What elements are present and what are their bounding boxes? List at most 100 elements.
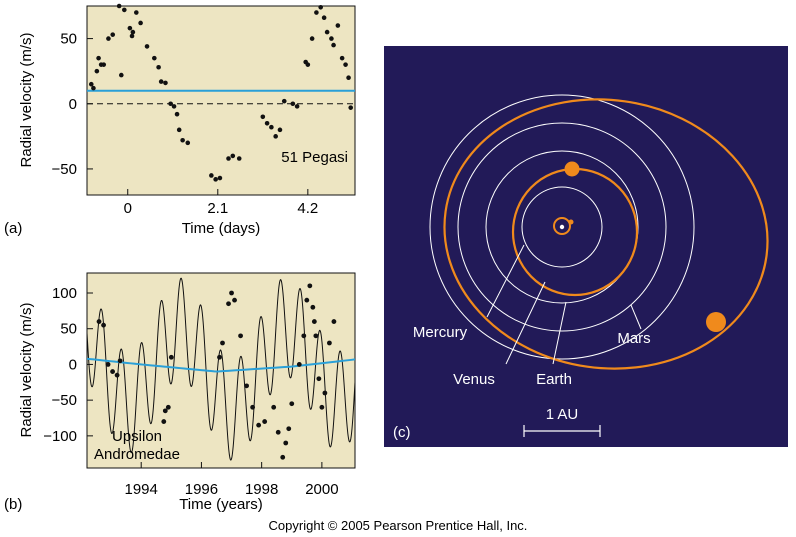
data-point-a (281, 98, 287, 104)
trend-line-b (87, 357, 355, 373)
planet-c (564, 161, 580, 177)
data-point-b (220, 340, 225, 346)
data-point-a (343, 62, 348, 67)
y-tick-label-a: 0 (69, 96, 77, 113)
data-point-a (339, 55, 345, 61)
data-point-b (101, 322, 106, 328)
data-point-b (232, 297, 237, 303)
x-tick-label-b: 1994 (125, 481, 158, 498)
data-points-a (88, 3, 354, 182)
y-tick-label-b: −50 (52, 392, 77, 409)
venus-leader (505, 281, 546, 365)
data-point-b (229, 290, 234, 296)
y-tick-label-a: 50 (60, 31, 77, 48)
data-point-b (289, 401, 295, 407)
data-point-b (114, 372, 120, 378)
x-tick-label-a: 2.1 (207, 200, 228, 217)
data-point-a (94, 68, 100, 74)
planet-b (568, 219, 574, 225)
data-point-b (327, 340, 332, 346)
data-point-b (165, 404, 171, 410)
data-point-a (324, 29, 330, 35)
x-ticks-a: 0 2.1 4.2 (124, 189, 318, 217)
x-tick-label-a: 0 (124, 200, 132, 217)
y-ticks-b: −100 −50 0 50 100 (43, 285, 93, 445)
mars-orbit (429, 94, 695, 360)
data-point-a (236, 156, 242, 161)
data-point-a (110, 32, 116, 37)
data-point-a (331, 42, 336, 48)
data-point-b (283, 440, 289, 446)
data-point-b (313, 333, 319, 339)
data-point-a (119, 72, 124, 78)
data-point-a (96, 55, 101, 61)
data-point-b (316, 376, 322, 382)
data-point-a (346, 75, 351, 80)
data-point-b (162, 408, 168, 414)
data-point-b (168, 354, 174, 360)
data-point-b (262, 419, 268, 424)
data-point-a (226, 156, 231, 161)
x-tick-label-a: 4.2 (297, 200, 318, 217)
data-point-a (129, 33, 135, 39)
space-background (384, 46, 788, 447)
data-point-a (217, 175, 223, 181)
data-point-b (319, 404, 325, 410)
data-point-b (304, 297, 310, 303)
data-point-b (296, 362, 302, 367)
data-point-b (226, 301, 231, 307)
panel-a: −50 0 50 0 2.1 4.2 51 Pegasi Time (days) Rad… (4, 3, 356, 237)
data-point-a (116, 3, 122, 9)
data-point-b (256, 422, 262, 428)
data-point-a (329, 36, 334, 41)
label-venus: Venus (453, 371, 495, 388)
y-tick-label-b: 0 (69, 356, 77, 373)
mercury-orbit (521, 186, 603, 268)
copyright: Copyright © 2005 Pearson Prentice Hall, … (269, 518, 528, 533)
data-point-b (244, 383, 249, 389)
data-point-a (88, 81, 94, 87)
x-tick-label-b: 1996 (185, 481, 218, 498)
data-point-a (122, 7, 127, 13)
panel-label-b: (b) (4, 496, 22, 513)
data-point-a (144, 44, 150, 49)
label-mercury: Mercury (413, 324, 468, 341)
data-point-a (269, 124, 274, 130)
data-point-a (294, 104, 300, 109)
data-point-a (176, 127, 182, 133)
y-ticks-a: −50 0 50 (52, 31, 93, 178)
data-point-b (322, 390, 328, 396)
x-axis-label-b: Time (years) (179, 496, 263, 513)
panel-b: −100 −50 0 50 100 1994 1996 1998 2000 Upsilon A… (4, 272, 356, 513)
data-point-a (209, 173, 214, 178)
data-point-a (348, 105, 354, 110)
data-point-b (301, 333, 307, 339)
y-axis-label-a: Radial velocity (m/s) (18, 32, 35, 167)
data-point-a (230, 153, 236, 159)
planet-d (706, 312, 726, 332)
data-point-b (105, 362, 111, 367)
panel-label-a: (a) (4, 220, 22, 237)
data-point-a (309, 36, 315, 41)
data-point-a (152, 55, 157, 61)
y-tick-label-b: −100 (43, 428, 77, 445)
data-point-a (174, 111, 180, 117)
label-earth: Earth (536, 371, 572, 388)
chart-title-a: 51 Pegasi (281, 149, 348, 166)
planet-d-orbit (443, 98, 769, 370)
data-point-a (335, 23, 341, 28)
data-point-b (217, 354, 222, 360)
label-mars: Mars (617, 330, 650, 347)
data-point-a (321, 15, 327, 21)
data-point-a (158, 79, 164, 84)
data-points-b (96, 283, 337, 460)
data-point-a (130, 29, 136, 35)
data-point-a (305, 62, 311, 67)
data-point-a (318, 5, 323, 10)
data-point-a (260, 114, 266, 120)
y-tick-label-b: 100 (52, 285, 77, 302)
y-tick-label-a: −50 (52, 161, 77, 178)
x-tick-label-b: 1998 (245, 481, 278, 498)
data-point-a (180, 137, 185, 143)
